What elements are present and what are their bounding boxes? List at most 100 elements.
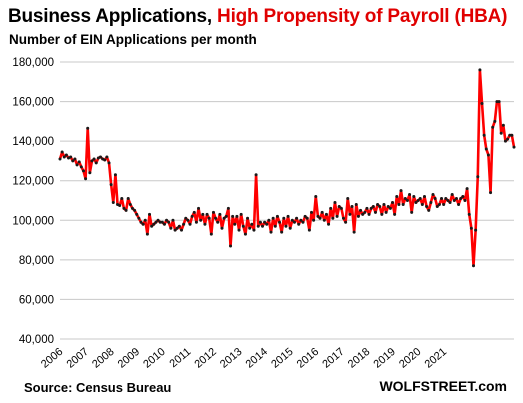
data-point — [254, 173, 258, 177]
data-point — [373, 210, 377, 214]
data-point — [182, 222, 186, 226]
data-point — [399, 189, 403, 193]
data-point — [81, 169, 85, 173]
data-point — [269, 230, 273, 234]
data-point — [194, 220, 198, 224]
data-point — [243, 232, 247, 236]
y-tick-label: 140,000 — [12, 136, 54, 148]
data-point — [139, 220, 143, 224]
data-point — [192, 210, 196, 214]
data-point — [75, 163, 79, 167]
data-point — [162, 222, 166, 226]
data-point — [316, 214, 320, 218]
data-point — [354, 202, 358, 206]
data-point — [467, 212, 471, 216]
data-point — [233, 222, 237, 226]
data-point — [318, 216, 322, 220]
data-point — [380, 212, 384, 216]
data-point — [220, 226, 224, 230]
data-point — [286, 214, 290, 218]
data-point — [229, 244, 233, 248]
data-point — [361, 212, 365, 216]
data-point — [395, 195, 399, 199]
data-point — [126, 197, 130, 201]
data-point — [393, 212, 397, 216]
x-tick-label: 2014 — [244, 346, 270, 371]
x-tick-label: 2016 — [295, 346, 321, 371]
data-point — [241, 224, 245, 228]
data-point — [158, 220, 162, 224]
data-point — [412, 195, 416, 199]
data-point — [171, 218, 175, 222]
data-point — [476, 175, 480, 179]
data-point — [376, 202, 380, 206]
data-point — [437, 202, 441, 206]
y-tick-label: 180,000 — [12, 57, 54, 69]
data-point — [365, 206, 369, 210]
data-point — [431, 193, 435, 197]
x-tick-label: 2012 — [192, 346, 218, 371]
data-point — [135, 212, 139, 216]
data-point — [512, 145, 516, 149]
data-point — [440, 197, 444, 201]
data-point — [137, 216, 141, 220]
data-point — [459, 197, 463, 201]
data-point — [510, 133, 514, 137]
data-point — [252, 228, 256, 232]
data-point — [391, 200, 395, 204]
chart-title: Business Applications, High Propensity o… — [8, 6, 507, 28]
data-point — [160, 220, 164, 224]
data-point — [480, 102, 484, 106]
data-point — [405, 199, 409, 202]
data-point — [384, 210, 388, 214]
data-point — [388, 206, 392, 210]
data-point — [378, 204, 382, 208]
data-point — [226, 206, 230, 210]
data-point — [209, 232, 213, 236]
data-point — [350, 204, 354, 208]
data-point — [201, 212, 205, 216]
data-point — [120, 197, 124, 201]
x-tick-label: 2021 — [423, 346, 449, 371]
data-point — [239, 212, 243, 216]
data-point — [113, 173, 117, 177]
y-tick-label: 100,000 — [12, 215, 54, 227]
data-point — [450, 193, 454, 197]
data-point — [103, 158, 107, 162]
data-point — [429, 200, 433, 204]
data-point — [177, 224, 181, 228]
data-point — [337, 204, 341, 208]
data-point — [273, 224, 277, 228]
x-tick-label: 2006 — [39, 346, 65, 371]
data-point — [503, 139, 507, 143]
data-point — [435, 204, 439, 208]
data-point — [179, 228, 183, 232]
data-point — [145, 232, 149, 236]
data-point — [133, 208, 137, 212]
data-point — [501, 123, 505, 127]
x-tick-label: 2007 — [65, 346, 91, 371]
data-point — [130, 206, 134, 210]
data-point — [207, 216, 211, 220]
data-point — [211, 210, 215, 214]
x-tick-label: 2009 — [116, 346, 142, 371]
data-point — [305, 216, 309, 220]
data-point — [333, 200, 337, 204]
data-point — [88, 171, 92, 175]
data-point — [457, 202, 461, 206]
data-point — [454, 197, 458, 201]
data-point — [331, 216, 335, 220]
data-point — [297, 222, 301, 226]
data-point — [248, 226, 252, 230]
data-point — [278, 220, 282, 224]
data-point — [422, 195, 426, 199]
data-point — [314, 195, 318, 199]
data-point — [148, 212, 152, 216]
data-point — [282, 216, 286, 220]
x-tick-label: 2011 — [167, 346, 193, 370]
data-point — [506, 137, 510, 141]
data-point — [461, 195, 465, 199]
data-point — [246, 216, 250, 220]
data-point — [71, 159, 75, 163]
data-point — [275, 214, 279, 218]
